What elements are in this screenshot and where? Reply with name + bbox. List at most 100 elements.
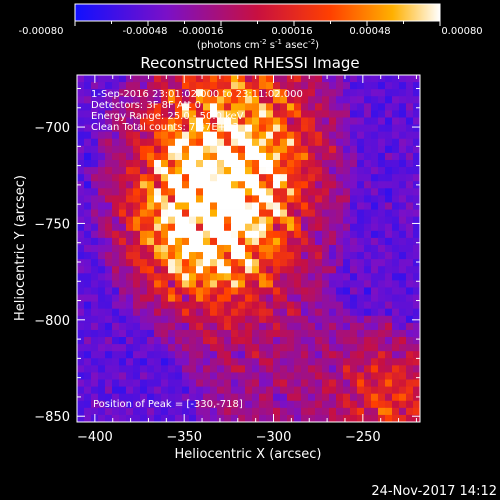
heatmap-cell (287, 188, 295, 196)
heatmap-cell (231, 124, 239, 133)
heatmap-cell (147, 159, 155, 168)
heatmap-cell (119, 181, 127, 189)
heatmap-cell (336, 308, 344, 317)
heatmap-cell (322, 152, 330, 161)
heatmap-cell (294, 202, 302, 210)
heatmap-cell (385, 216, 393, 225)
heatmap-cell (224, 174, 232, 182)
heatmap-cell (238, 301, 246, 310)
heatmap-cell (245, 174, 253, 182)
heatmap-cell (91, 237, 99, 246)
heatmap-cell (112, 103, 120, 111)
heatmap-cell (315, 188, 323, 196)
heatmap-cell (364, 202, 372, 210)
heatmap-cell (105, 259, 113, 267)
heatmap-cell (399, 75, 407, 83)
heatmap-cell (315, 273, 323, 281)
heatmap-cell (252, 365, 260, 373)
heatmap-cell (336, 181, 344, 189)
heatmap-cell (385, 82, 393, 90)
heatmap-cell (175, 386, 183, 395)
heatmap-cell (378, 301, 386, 310)
heatmap-cell (273, 167, 281, 175)
heatmap-cell (315, 230, 323, 239)
heatmap-cell (196, 202, 204, 210)
heatmap-cell (245, 195, 253, 203)
heatmap-cell (119, 337, 127, 345)
heatmap-cell (385, 152, 393, 161)
heatmap-cell (210, 287, 218, 295)
unit-exp-1: -2 (260, 38, 267, 46)
heatmap-cell (378, 174, 386, 182)
heatmap-cell (203, 301, 211, 310)
heatmap-cell (322, 188, 330, 196)
heatmap-cell (196, 315, 204, 324)
heatmap-cell (189, 82, 197, 90)
heatmap-cell (294, 344, 302, 352)
heatmap-cell (343, 337, 351, 345)
heatmap-cell (273, 89, 281, 97)
heatmap-cell (406, 315, 414, 324)
heatmap-cell (413, 89, 421, 97)
heatmap-cell (98, 252, 106, 260)
heatmap-cell (168, 209, 176, 218)
heatmap-cell (231, 96, 239, 104)
heatmap-cell (168, 145, 176, 154)
heatmap-cell (329, 209, 337, 218)
heatmap-cell (210, 386, 218, 395)
heatmap-cell (161, 315, 169, 324)
heatmap-cell (203, 117, 211, 125)
heatmap-cell (77, 372, 85, 380)
heatmap-cell (231, 280, 239, 288)
heatmap-cell (364, 237, 372, 246)
heatmap-cell (105, 124, 113, 133)
heatmap-cell (287, 174, 295, 182)
heatmap-cell (119, 230, 127, 239)
heatmap-cell (154, 131, 162, 140)
heatmap-cell (329, 287, 337, 295)
heatmap-cell (91, 223, 99, 232)
heatmap-cell (224, 308, 232, 317)
heatmap-cell (413, 280, 421, 288)
heatmap-cell (273, 252, 281, 260)
heatmap-cell (364, 407, 372, 416)
heatmap-cell (343, 195, 351, 203)
heatmap-cell (357, 244, 365, 253)
heatmap-cell (364, 379, 372, 387)
heatmap-cell (336, 400, 344, 409)
heatmap-cell (322, 322, 330, 331)
heatmap-cell (301, 230, 309, 239)
heatmap-cell (154, 138, 162, 147)
heatmap-cell (378, 188, 386, 196)
heatmap-cell (203, 181, 211, 189)
heatmap-cell (259, 252, 267, 260)
heatmap-cell (231, 400, 239, 409)
heatmap-cell (322, 195, 330, 203)
heatmap-cell (301, 273, 309, 281)
heatmap-cell (182, 407, 190, 416)
heatmap-cell (182, 414, 190, 423)
heatmap-cell (406, 223, 414, 232)
heatmap-cell (140, 379, 148, 387)
heatmap-cell (77, 365, 85, 373)
heatmap-cell (126, 223, 134, 232)
heatmap-cell (301, 103, 309, 111)
heatmap-cell (301, 322, 309, 331)
annotation-detectors: Detectors: 3F 8F Att 0 (91, 100, 201, 111)
heatmap-cell (357, 322, 365, 331)
heatmap-cell (266, 195, 274, 203)
heatmap-cell (119, 167, 127, 175)
heatmap-cell (350, 209, 358, 218)
heatmap-cell (133, 337, 141, 345)
heatmap-cell (308, 216, 316, 225)
heatmap-cell (280, 195, 288, 203)
heatmap-cell (252, 159, 260, 168)
heatmap-cell (273, 351, 281, 359)
heatmap-cell (168, 188, 176, 196)
heatmap-cell (343, 223, 351, 232)
heatmap-cell (98, 386, 106, 395)
heatmap-cell (399, 315, 407, 324)
heatmap-cell (154, 301, 162, 310)
heatmap-cell (413, 138, 421, 147)
heatmap-cell (168, 159, 176, 168)
